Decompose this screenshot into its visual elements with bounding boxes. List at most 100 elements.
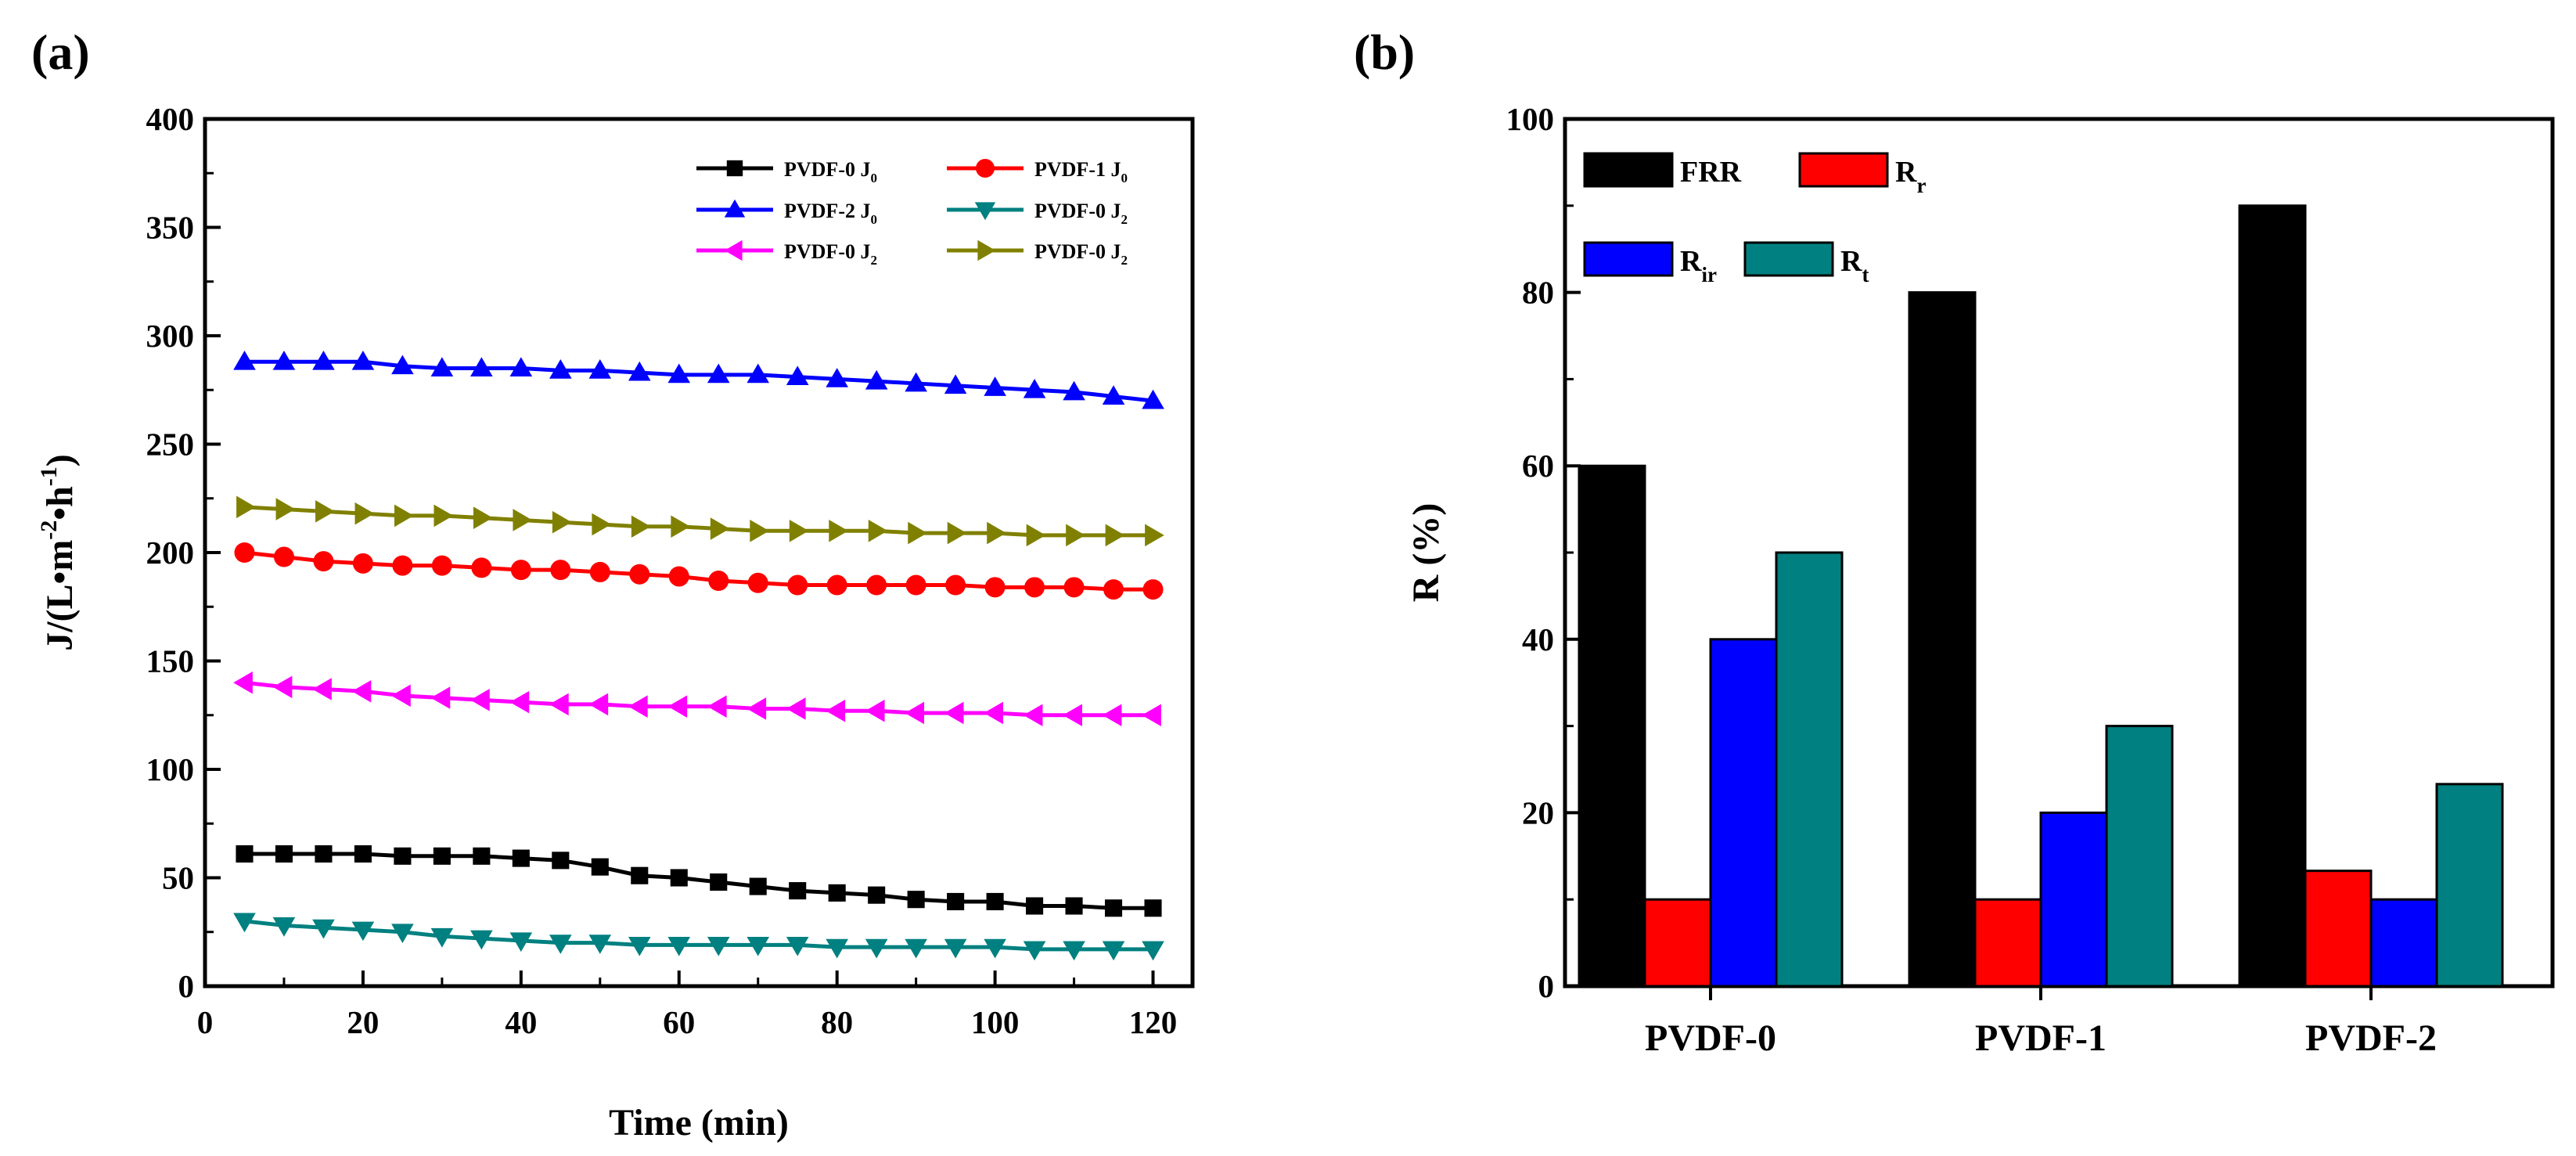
data-point xyxy=(392,555,413,576)
data-point xyxy=(786,697,806,720)
y-tick-label: 20 xyxy=(1522,794,1554,830)
data-point xyxy=(272,675,293,699)
data-point xyxy=(947,892,965,911)
data-point xyxy=(1063,704,1082,727)
data-point xyxy=(984,577,1006,598)
y-title-sup-1: -2 xyxy=(36,520,62,540)
data-point xyxy=(1102,704,1122,727)
data-point xyxy=(707,363,730,384)
panel-b-y-axis: 0 20 40 60 80 100 xyxy=(1506,101,1581,1004)
bar-pvdf-1-rr xyxy=(1973,898,2042,988)
panel-a-legend: PVDF-0 J0 PVDF-1 J0 PVDF-2 J0 PVDF-0 J2 PVDF… xyxy=(696,158,1128,268)
y-tick-label: 40 xyxy=(1522,621,1554,657)
data-point xyxy=(354,844,372,863)
panel-b: (b) 0 20 40 60 80 100 PVDF-0 PVDF-1 PVDF-2 FRR R… xyxy=(1354,24,2555,1059)
series-line xyxy=(244,680,1153,718)
data-point xyxy=(391,924,414,944)
legend-item-frr: FRR xyxy=(1583,152,1742,189)
data-point xyxy=(668,566,689,587)
legend-label: PVDF-0 J2 xyxy=(784,240,877,268)
y-tick-label: 200 xyxy=(146,535,195,571)
data-point xyxy=(628,695,648,718)
legend-item-rr: Rr xyxy=(1798,152,1926,197)
x-tick-label: 120 xyxy=(1129,1004,1178,1040)
data-point xyxy=(905,938,927,959)
legend-label: Rt xyxy=(1840,245,1869,286)
data-point xyxy=(829,520,848,542)
panel-b-label: (b) xyxy=(1354,24,1415,80)
data-point xyxy=(828,884,846,902)
data-point xyxy=(868,886,886,904)
data-point xyxy=(986,892,1004,911)
data-point xyxy=(430,927,454,948)
y-tick-label: 60 xyxy=(1522,448,1554,484)
data-point xyxy=(667,695,688,718)
data-point xyxy=(826,938,848,959)
data-point xyxy=(789,520,809,542)
data-point xyxy=(944,374,967,394)
data-point xyxy=(233,350,256,370)
data-point xyxy=(549,935,572,954)
data-point xyxy=(905,701,925,725)
legend-label: PVDF-0 J2 xyxy=(1034,240,1128,268)
data-point xyxy=(550,560,571,581)
x-tick-label: 80 xyxy=(821,1004,853,1040)
bar-pvdf-2-rr xyxy=(2304,870,2373,988)
bar-pvdf-0-rt xyxy=(1775,551,1844,988)
data-point xyxy=(865,369,888,390)
data-point xyxy=(431,555,452,576)
legend-label: PVDF-0 J2 xyxy=(1034,200,1128,227)
data-point xyxy=(588,693,609,716)
data-point xyxy=(826,368,848,387)
data-point xyxy=(513,509,533,531)
data-point xyxy=(394,504,414,528)
y-tick-label: 50 xyxy=(162,860,194,896)
data-point xyxy=(275,844,293,863)
x-tick-label: 0 xyxy=(197,1004,214,1040)
data-point xyxy=(236,844,254,863)
data-point xyxy=(667,936,691,956)
data-point xyxy=(1144,899,1162,917)
data-point xyxy=(512,849,530,867)
data-point xyxy=(1026,524,1046,547)
data-point xyxy=(1142,941,1164,961)
data-point xyxy=(552,510,572,534)
data-point xyxy=(1142,389,1164,409)
data-point xyxy=(984,376,1006,396)
data-point xyxy=(789,882,807,900)
data-point xyxy=(707,695,727,718)
data-point xyxy=(747,363,770,384)
legend-marker xyxy=(976,159,995,178)
data-point xyxy=(509,357,533,376)
y-tick-label: 150 xyxy=(146,643,195,679)
data-point xyxy=(275,498,296,520)
data-point xyxy=(233,671,253,694)
legend-label: FRR xyxy=(1680,156,1742,189)
data-point xyxy=(1023,704,1043,727)
data-point xyxy=(747,572,768,593)
data-point xyxy=(588,359,612,379)
data-point xyxy=(391,355,414,375)
y-tick-label: 100 xyxy=(1506,101,1555,137)
panel-a-x-axis-title: Time (min) xyxy=(609,1102,789,1143)
data-point xyxy=(1105,524,1125,547)
data-point xyxy=(430,686,451,709)
data-point xyxy=(473,506,493,529)
x-tick-label: 100 xyxy=(971,1004,1020,1040)
data-point xyxy=(471,557,492,578)
series-line xyxy=(244,505,1153,538)
data-point xyxy=(351,921,375,942)
legend-swatch xyxy=(1743,241,1834,277)
data-point xyxy=(470,930,493,950)
data-point xyxy=(671,515,691,538)
data-point xyxy=(944,701,964,725)
data-point xyxy=(747,697,767,720)
data-point xyxy=(588,935,612,954)
y-tick-label: 0 xyxy=(178,968,195,1004)
series-2 xyxy=(233,350,1164,409)
data-point xyxy=(987,521,1006,545)
data-point xyxy=(549,693,569,716)
panel-b-y-axis-title: R (%) xyxy=(1405,503,1447,603)
data-point xyxy=(1063,380,1085,401)
legend-marker xyxy=(977,239,996,261)
